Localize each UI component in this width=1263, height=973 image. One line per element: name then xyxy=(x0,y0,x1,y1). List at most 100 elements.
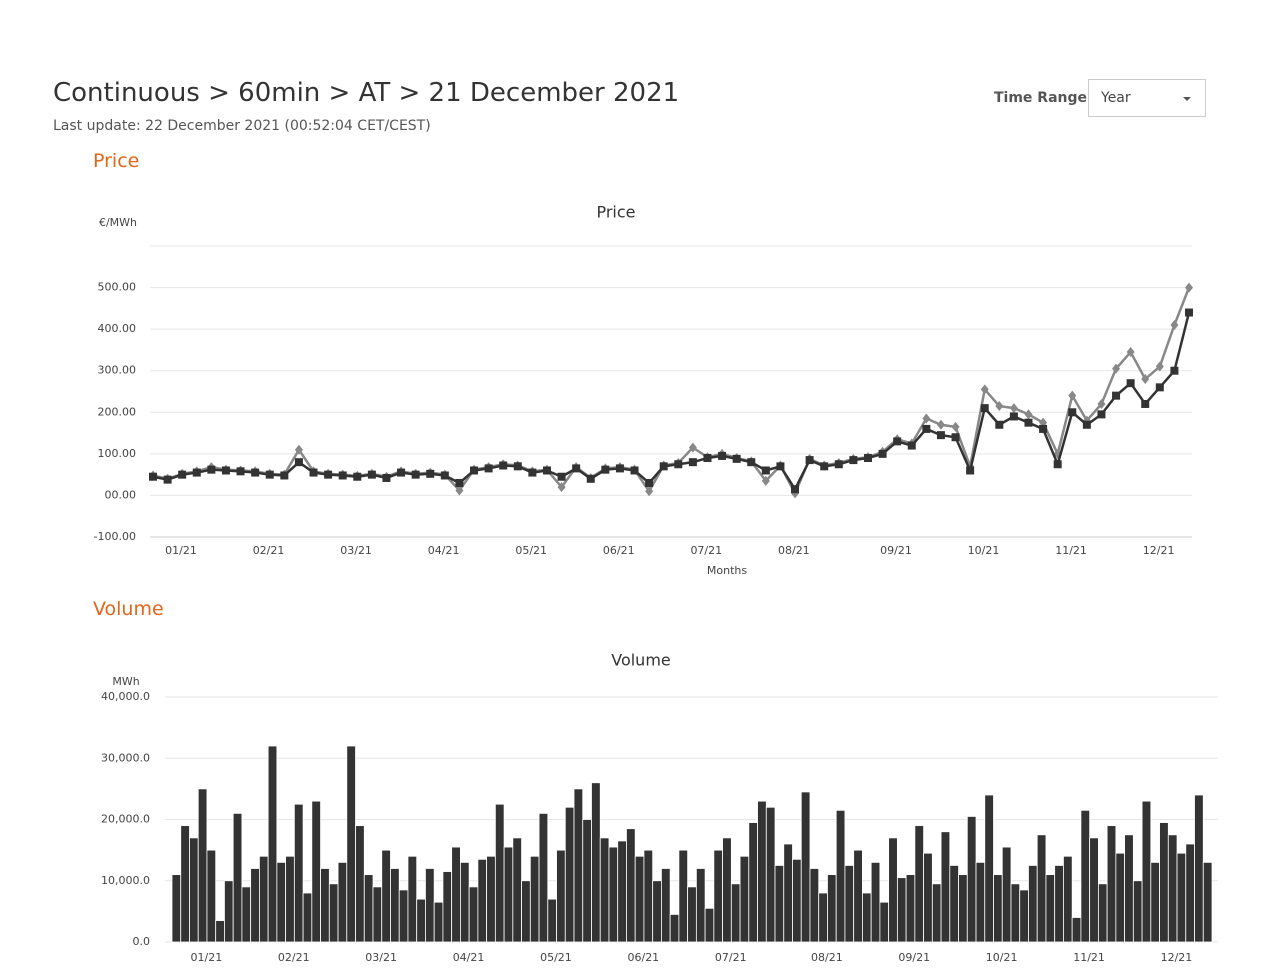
y-tick-label: 200.00 xyxy=(98,405,137,418)
price-marker xyxy=(645,486,654,497)
volume-bar xyxy=(722,837,732,943)
x-tick-label: 02/21 xyxy=(253,544,285,557)
volume-bar xyxy=(547,898,557,943)
price-marker xyxy=(849,456,858,465)
volume-bar xyxy=(582,819,592,943)
volume-bar xyxy=(1194,794,1204,943)
volume-bar xyxy=(564,806,575,943)
volume-bar xyxy=(1141,800,1152,943)
volume-bar xyxy=(975,861,986,943)
volume-bar xyxy=(966,816,977,943)
volume-bar xyxy=(809,868,820,943)
x-tick-label: 06/21 xyxy=(603,544,635,557)
x-tick-label: 02/21 xyxy=(278,951,310,964)
volume-bar xyxy=(293,803,304,943)
price-marker xyxy=(703,454,712,463)
price-marker xyxy=(1141,374,1150,385)
volume-bar xyxy=(1010,883,1021,943)
y-tick-label: 100.00 xyxy=(98,447,137,460)
price-marker xyxy=(178,470,187,479)
price-marker xyxy=(1185,308,1193,317)
volume-bar xyxy=(1080,809,1091,943)
volume-bar xyxy=(1124,834,1134,943)
price-marker xyxy=(1024,409,1033,420)
price-marker xyxy=(557,482,566,493)
chart-title: Price xyxy=(596,203,635,222)
price-marker xyxy=(397,468,406,477)
x-tick-label: 05/21 xyxy=(515,544,547,557)
price-marker xyxy=(951,421,960,432)
volume-bar xyxy=(372,886,383,943)
y-tick-label: 20,000.0 xyxy=(101,813,150,826)
price-marker xyxy=(980,384,989,395)
volume-bar xyxy=(250,868,260,943)
price-marker xyxy=(718,451,727,460)
chart-title: Volume xyxy=(611,651,671,670)
volume-bar xyxy=(573,788,584,943)
volume-bar xyxy=(870,861,881,943)
price-marker xyxy=(470,466,479,475)
volume-bar xyxy=(713,849,723,943)
price-marker xyxy=(1097,410,1106,419)
price-marker xyxy=(615,464,624,473)
x-axis-label: Months xyxy=(707,564,747,577)
price-marker xyxy=(1155,383,1164,392)
volume-bar xyxy=(818,892,828,943)
x-tick-label: 12/21 xyxy=(1143,544,1175,557)
volume-bar xyxy=(914,825,924,943)
price-marker xyxy=(922,413,931,424)
y-unit-label: MWh xyxy=(112,675,139,688)
price-marker xyxy=(572,464,581,473)
volume-bar xyxy=(267,745,278,943)
volume-bar xyxy=(1028,865,1038,943)
price-line xyxy=(152,287,1191,497)
price-marker xyxy=(382,473,391,482)
price-marker xyxy=(1185,282,1193,293)
time-range-select[interactable]: Year xyxy=(1088,79,1206,117)
y-tick-label: 400.00 xyxy=(98,322,137,335)
price-marker xyxy=(936,431,945,440)
volume-bar xyxy=(888,837,898,943)
volume-bar xyxy=(276,861,287,943)
price-marker xyxy=(805,456,814,465)
price-marker xyxy=(863,454,872,463)
price-marker xyxy=(1141,399,1150,408)
x-tick-label: 07/21 xyxy=(690,544,722,557)
y-tick-label: 30,000.0 xyxy=(101,751,150,764)
price-marker xyxy=(455,478,464,487)
price-marker xyxy=(951,433,960,442)
volume-bar xyxy=(189,837,199,943)
volume-bar xyxy=(949,865,959,943)
x-tick-label: 03/21 xyxy=(340,544,372,557)
volume-bar xyxy=(730,883,741,943)
volume-bar xyxy=(302,892,313,943)
x-tick-label: 12/21 xyxy=(1161,951,1193,964)
price-marker xyxy=(353,472,362,481)
volume-bar xyxy=(687,886,697,943)
volume-bar xyxy=(1001,846,1012,943)
volume-bar xyxy=(206,849,217,943)
y-tick-label: -100.00 xyxy=(94,530,136,543)
volume-bar xyxy=(494,803,505,943)
volume-bar xyxy=(363,874,374,943)
price-marker xyxy=(1053,460,1062,469)
volume-bar xyxy=(896,877,907,943)
volume-bar xyxy=(171,874,182,943)
x-tick-label: 09/21 xyxy=(880,544,912,557)
volume-bar xyxy=(1063,855,1073,943)
price-marker xyxy=(586,474,595,483)
volume-bar xyxy=(1159,822,1169,943)
price-marker xyxy=(440,471,449,480)
volume-bar xyxy=(477,858,488,943)
volume-bar xyxy=(433,901,444,943)
y-tick-label: 0.0 xyxy=(133,935,151,948)
volume-bar xyxy=(1036,834,1047,943)
x-tick-label: 01/21 xyxy=(165,544,197,557)
volume-bar xyxy=(355,825,365,943)
breadcrumb: Continuous > 60min > AT > 21 December 20… xyxy=(53,78,680,108)
volume-bar xyxy=(1089,837,1099,943)
price-marker xyxy=(936,419,945,430)
volume-bar xyxy=(862,892,872,943)
volume-bar xyxy=(905,874,916,943)
volume-bar xyxy=(398,889,409,943)
